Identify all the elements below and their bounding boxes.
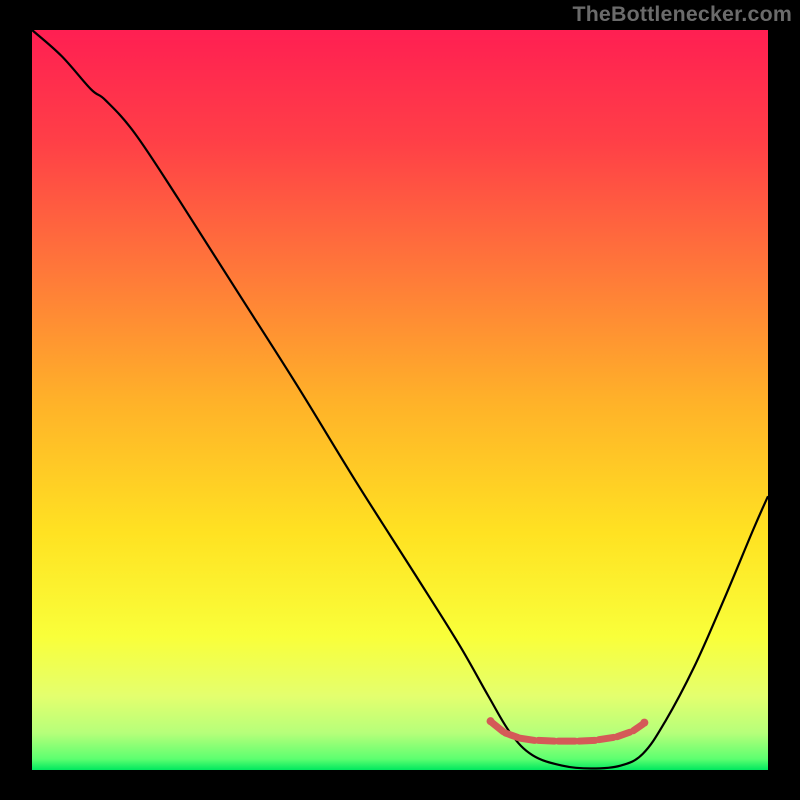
valley-dash <box>505 733 518 737</box>
valley-dash <box>617 732 630 736</box>
valley-dash <box>599 737 614 739</box>
bottleneck-curve-chart <box>0 0 800 800</box>
valley-end-dot <box>640 719 648 727</box>
watermark-label: TheBottlenecker.com <box>572 2 792 27</box>
chart-stage: TheBottlenecker.com <box>0 0 800 800</box>
valley-dash <box>538 740 554 741</box>
valley-end-dot <box>487 717 495 725</box>
valley-dash <box>520 738 535 740</box>
valley-dash <box>579 740 595 741</box>
plot-background <box>32 30 768 770</box>
